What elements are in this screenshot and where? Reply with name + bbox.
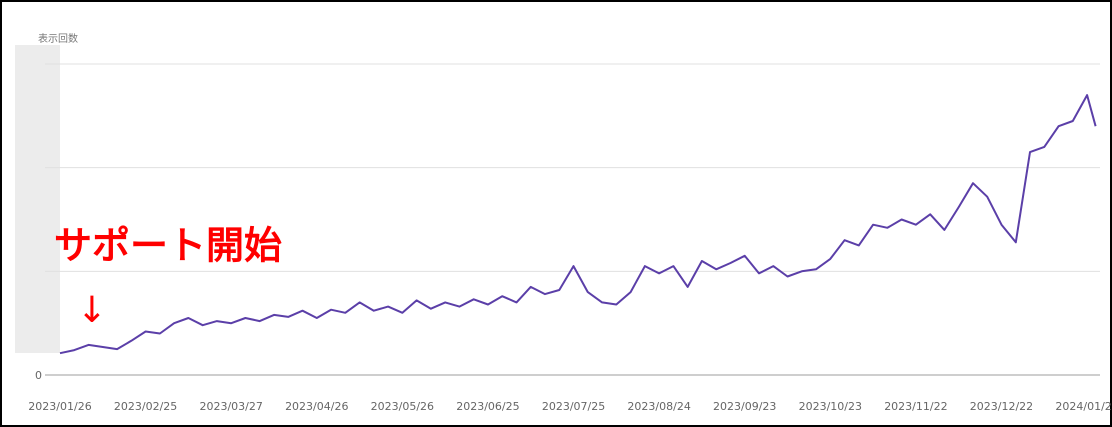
x-tick-label: 2024/01/21 (1055, 400, 1112, 413)
x-tick-label: 2023/02/25 (114, 400, 177, 413)
line (59, 94, 1097, 355)
x-tick-label: 2023/09/23 (713, 400, 776, 413)
y-tick-label: 0 (35, 369, 42, 382)
x-tick-label: 2023/08/24 (627, 400, 690, 413)
x-tick-label: 2023/03/27 (199, 400, 262, 413)
x-tick-label: 2023/01/26 (28, 400, 91, 413)
x-tick-label: 2023/07/25 (542, 400, 605, 413)
x-tick-label: 2023/06/25 (456, 400, 519, 413)
y-axis-label: 表示回数 (38, 32, 78, 45)
annotation: サポート開始 (54, 224, 282, 268)
x-tick-label: 2023/04/26 (285, 400, 348, 413)
x-tick-label: 2023/10/23 (799, 400, 862, 413)
mask (15, 45, 60, 353)
x-tick-label: 2023/05/26 (371, 400, 434, 413)
x-tick-label: 2023/12/22 (970, 400, 1033, 413)
x-tick-label: 2023/11/22 (884, 400, 947, 413)
annotation-arrow: ↓ (77, 290, 107, 331)
